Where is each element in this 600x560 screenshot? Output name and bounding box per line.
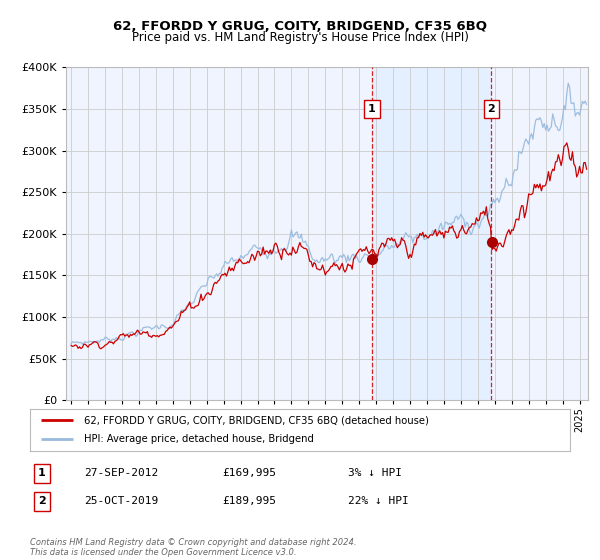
Text: £189,995: £189,995 [222,496,276,506]
Text: 62, FFORDD Y GRUG, COITY, BRIDGEND, CF35 6BQ (detached house): 62, FFORDD Y GRUG, COITY, BRIDGEND, CF35… [84,415,429,425]
Text: 2: 2 [488,104,495,114]
Text: 27-SEP-2012: 27-SEP-2012 [84,468,158,478]
Text: 1: 1 [38,468,46,478]
Text: 62, FFORDD Y GRUG, COITY, BRIDGEND, CF35 6BQ: 62, FFORDD Y GRUG, COITY, BRIDGEND, CF35… [113,20,487,32]
Bar [372,67,491,400]
Text: HPI: Average price, detached house, Bridgend: HPI: Average price, detached house, Brid… [84,435,314,445]
Text: 1: 1 [368,104,376,114]
Text: £169,995: £169,995 [222,468,276,478]
Text: 3% ↓ HPI: 3% ↓ HPI [348,468,402,478]
Text: 25-OCT-2019: 25-OCT-2019 [84,496,158,506]
Text: Contains HM Land Registry data © Crown copyright and database right 2024.
This d: Contains HM Land Registry data © Crown c… [30,538,356,557]
Text: 22% ↓ HPI: 22% ↓ HPI [348,496,409,506]
Text: 2: 2 [38,496,46,506]
Text: Price paid vs. HM Land Registry's House Price Index (HPI): Price paid vs. HM Land Registry's House … [131,31,469,44]
